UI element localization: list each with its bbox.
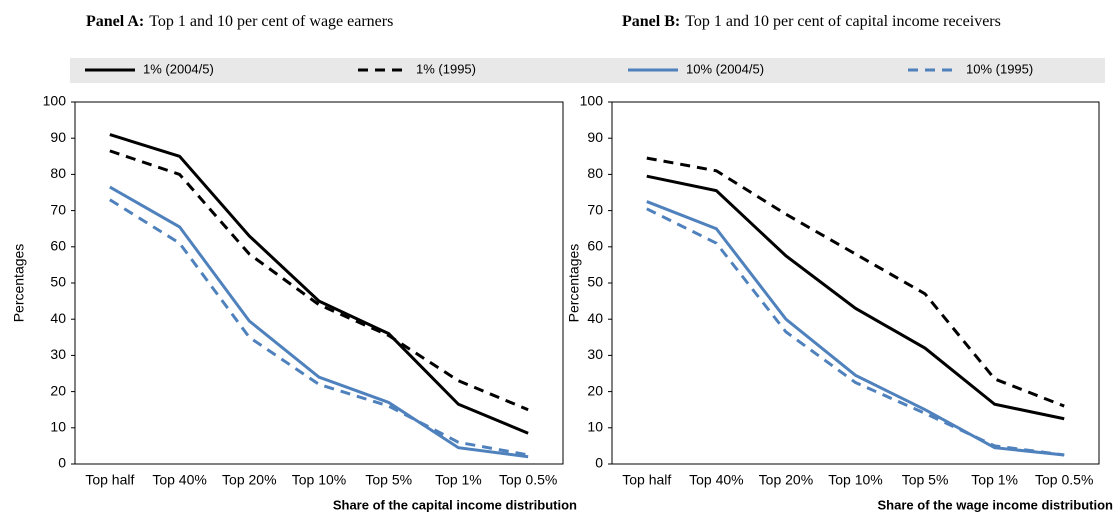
title-label: Panel A: <box>86 13 144 30</box>
legend-label: 10% (1995) <box>966 61 1033 76</box>
x-tick-label: Top 10% <box>828 472 882 488</box>
y-tick-label: 40 <box>587 310 603 326</box>
x-tick-label: Top 20% <box>222 472 276 488</box>
y-tick-label: 30 <box>50 346 66 362</box>
series-line <box>109 198 529 457</box>
y-tick-label: 20 <box>587 382 603 398</box>
series-line <box>646 174 1065 421</box>
y-axis-label: Percentages <box>11 244 27 323</box>
y-tick-label: 90 <box>50 129 66 145</box>
chart-title: Panel B: Top 1 and 10 per cent of capital… <box>622 13 1001 30</box>
x-tick-label: Top 0.5% <box>1035 472 1093 488</box>
y-tick-label: 60 <box>587 238 603 254</box>
title-text: Top 1 and 10 per cent of wage earners <box>149 13 393 30</box>
x-tick-label: Top 1% <box>971 472 1018 488</box>
y-tick-label: 90 <box>587 129 603 145</box>
x-tick-label: Top 10% <box>292 472 346 488</box>
title-text: Top 1 and 10 per cent of capital income … <box>685 13 1001 30</box>
x-axis-label: Share of the wage income distribution <box>878 497 1114 512</box>
y-tick-label: 10 <box>50 419 66 435</box>
x-tick-label: Top half <box>622 472 671 488</box>
x-tick-label: Top 40% <box>152 472 206 488</box>
series-line <box>109 149 529 412</box>
legend-label: 10% (2004/5) <box>686 61 764 76</box>
y-tick-label: 10 <box>587 419 603 435</box>
series-line <box>646 207 1065 457</box>
x-tick-label: Top 20% <box>759 472 813 488</box>
y-tick-label: 100 <box>580 93 604 109</box>
x-axis-label: Share of the capital income distribution <box>333 497 577 512</box>
y-tick-label: 70 <box>50 201 66 217</box>
y-tick-label: 80 <box>587 165 603 181</box>
series-line <box>646 200 1065 457</box>
y-tick-label: 50 <box>587 274 603 290</box>
x-tick-label: Top 0.5% <box>499 472 557 488</box>
series-line <box>109 185 529 459</box>
y-tick-label: 20 <box>50 382 66 398</box>
x-tick-label: Top 5% <box>902 472 949 488</box>
legend-label: 1% (2004/5) <box>143 61 214 76</box>
x-tick-label: Top 1% <box>435 472 482 488</box>
title-label: Panel B: <box>622 13 680 30</box>
series-line <box>646 156 1065 408</box>
legend-label: 1% (1995) <box>416 61 476 76</box>
y-tick-label: 60 <box>50 238 66 254</box>
y-tick-label: 0 <box>58 455 66 471</box>
x-tick-label: Top 5% <box>365 472 412 488</box>
y-axis-label: Percentages <box>566 244 582 323</box>
y-tick-label: 100 <box>43 93 67 109</box>
chart-title: Panel A: Top 1 and 10 per cent of wage ea… <box>86 13 393 30</box>
series-line <box>109 133 529 435</box>
y-tick-label: 70 <box>587 201 603 217</box>
plot-area <box>74 101 564 465</box>
y-tick-label: 40 <box>50 310 66 326</box>
x-tick-label: Top 40% <box>689 472 743 488</box>
x-tick-label: Top half <box>85 472 134 488</box>
y-tick-label: 50 <box>50 274 66 290</box>
y-tick-label: 80 <box>50 165 66 181</box>
y-tick-label: 0 <box>595 455 603 471</box>
y-tick-label: 30 <box>587 346 603 362</box>
